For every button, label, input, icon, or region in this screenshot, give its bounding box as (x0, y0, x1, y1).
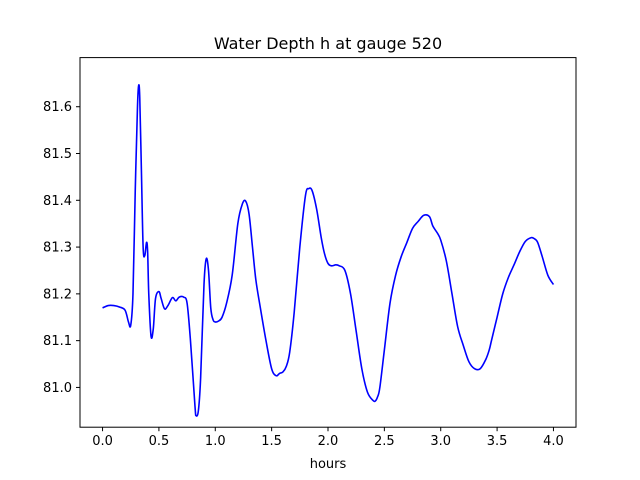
x-tick-label: 1.0 (205, 434, 226, 449)
y-tick-label: 81.1 (43, 334, 72, 349)
y-tick-label: 81.6 (43, 100, 72, 115)
y-tick-label: 81.5 (43, 147, 72, 162)
x-tick-label: 1.5 (261, 434, 282, 449)
x-axis-label: hours (310, 457, 347, 472)
y-tick-label: 81.0 (43, 381, 72, 396)
x-tick-label: 0.0 (92, 434, 113, 449)
series-line-0 (102, 84, 555, 417)
x-tick-label: 4.0 (543, 434, 564, 449)
y-tick-label: 81.3 (43, 241, 72, 256)
y-tick-label: 81.4 (43, 194, 72, 209)
chart-title: Water Depth h at gauge 520 (214, 34, 442, 53)
y-tick-label: 81.2 (43, 287, 72, 302)
x-tick-label: 0.5 (149, 434, 170, 449)
x-tick-label: 2.0 (318, 434, 339, 449)
x-tick-label: 3.5 (487, 434, 508, 449)
x-tick-label: 3.0 (430, 434, 451, 449)
x-tick-label: 2.5 (374, 434, 395, 449)
